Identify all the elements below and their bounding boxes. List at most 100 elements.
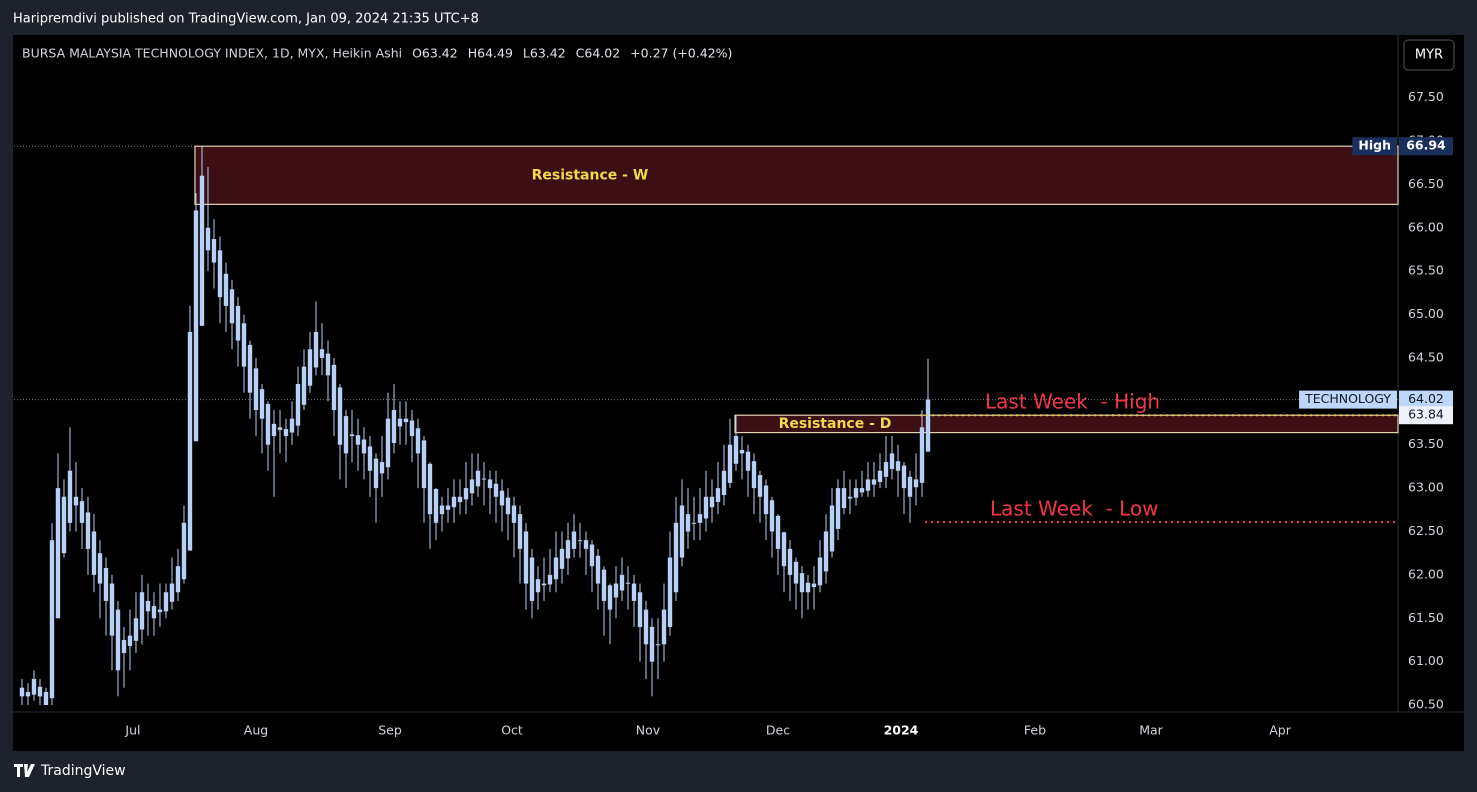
candle-body <box>403 418 409 423</box>
candle-body <box>595 555 601 584</box>
x-tick-label: Mar <box>1139 723 1163 738</box>
candle-body <box>145 600 151 612</box>
x-tick-label: Apr <box>1269 723 1291 738</box>
candle-body <box>799 573 805 593</box>
candle-body <box>745 451 751 471</box>
candle-body <box>205 227 211 251</box>
currency[interactable]: MYR <box>1415 48 1443 63</box>
candle-body <box>445 505 451 510</box>
x-tick-label: Sep <box>378 723 402 738</box>
legend-ohlc: H64.49 <box>468 46 513 61</box>
candle-body <box>577 540 583 542</box>
candle-body <box>31 679 37 695</box>
candle-body <box>307 349 313 386</box>
candle-body <box>175 566 181 593</box>
candle-body <box>667 557 673 627</box>
candle-body <box>757 475 763 497</box>
candle-body <box>397 418 403 427</box>
candle-body <box>97 553 103 584</box>
candle-body <box>109 583 115 636</box>
candle-body <box>49 540 55 699</box>
candle-body <box>691 522 697 524</box>
y-tick-label: 64.50 <box>1408 349 1444 364</box>
x-tick-label: 2024 <box>884 723 919 738</box>
candle-body <box>499 490 505 506</box>
candle-body <box>19 687 25 697</box>
candle-body <box>121 639 127 653</box>
candle-body <box>439 505 445 515</box>
candle-body <box>541 583 547 586</box>
candle-body <box>469 479 475 494</box>
x-tick-label: Dec <box>766 723 790 738</box>
candle-body <box>925 399 931 452</box>
candle-body <box>601 569 607 601</box>
candle-body <box>829 505 835 552</box>
candle-body <box>223 273 229 306</box>
candle-body <box>709 496 715 508</box>
candle-body <box>637 592 643 627</box>
candle-body <box>331 364 337 411</box>
x-tick-label: Nov <box>636 723 661 738</box>
candle-body <box>139 592 145 630</box>
candle-body <box>391 410 397 443</box>
candle-body <box>211 239 217 263</box>
candle-body <box>559 548 565 569</box>
candle-body <box>613 583 619 598</box>
brand-logo <box>14 764 35 777</box>
candle-body <box>61 496 67 554</box>
y-tick-label: 67.50 <box>1408 89 1444 104</box>
price-tag <box>1399 406 1453 425</box>
y-tick-label: 65.50 <box>1408 263 1444 278</box>
candle-body <box>451 496 457 508</box>
candle-body <box>37 686 43 697</box>
candle-body <box>289 418 295 433</box>
candle-body <box>607 585 613 610</box>
y-tick-label: 66.50 <box>1408 176 1444 191</box>
candle-body <box>91 531 97 575</box>
resistance-zone <box>194 145 1399 205</box>
candle-body <box>517 514 523 549</box>
candle-body <box>733 436 739 464</box>
candle-body <box>343 416 349 454</box>
y-tick-label: 63.50 <box>1408 436 1444 451</box>
y-tick-label: 66.00 <box>1408 219 1444 234</box>
candle-body <box>217 250 223 298</box>
candle-body <box>259 389 265 419</box>
candle-body <box>415 428 421 454</box>
candle-body <box>781 532 787 567</box>
candle-body <box>805 582 811 593</box>
candle-body <box>229 289 235 324</box>
candle-body <box>253 368 259 411</box>
candle-body <box>727 444 733 483</box>
candle-body <box>493 483 499 497</box>
candle-body <box>787 548 793 575</box>
price-tag-value: 66.94 <box>1406 138 1446 153</box>
candle-body <box>103 567 109 601</box>
candle-body <box>181 522 187 580</box>
symbol: BURSA MALAYSIA TECHNOLOGY INDEX, 1D, MYX… <box>22 46 402 61</box>
zone-label: Resistance - D <box>779 416 892 432</box>
y-tick-label: 60.50 <box>1408 697 1444 712</box>
candle-body <box>193 210 199 442</box>
resistance-zone <box>734 414 1399 434</box>
candle-body <box>523 531 529 584</box>
candle-body <box>889 453 895 470</box>
x-tick-label: Jul <box>124 723 140 738</box>
price-tag-label-box <box>1299 390 1397 409</box>
candle-body <box>883 462 889 477</box>
candle-body <box>547 574 553 585</box>
x-tick-label: Oct <box>501 723 523 738</box>
candle-body <box>313 331 319 368</box>
candle-body <box>529 557 535 601</box>
candle-body <box>325 353 331 376</box>
candle-body <box>463 488 469 500</box>
candle-body <box>655 644 661 646</box>
candle-body <box>571 531 577 549</box>
currency-button[interactable] <box>1403 39 1455 71</box>
candle-body <box>25 692 31 697</box>
candle-body <box>67 470 73 523</box>
brand: TradingView <box>40 763 126 779</box>
candle-body <box>505 497 511 515</box>
candle-body <box>769 500 775 532</box>
